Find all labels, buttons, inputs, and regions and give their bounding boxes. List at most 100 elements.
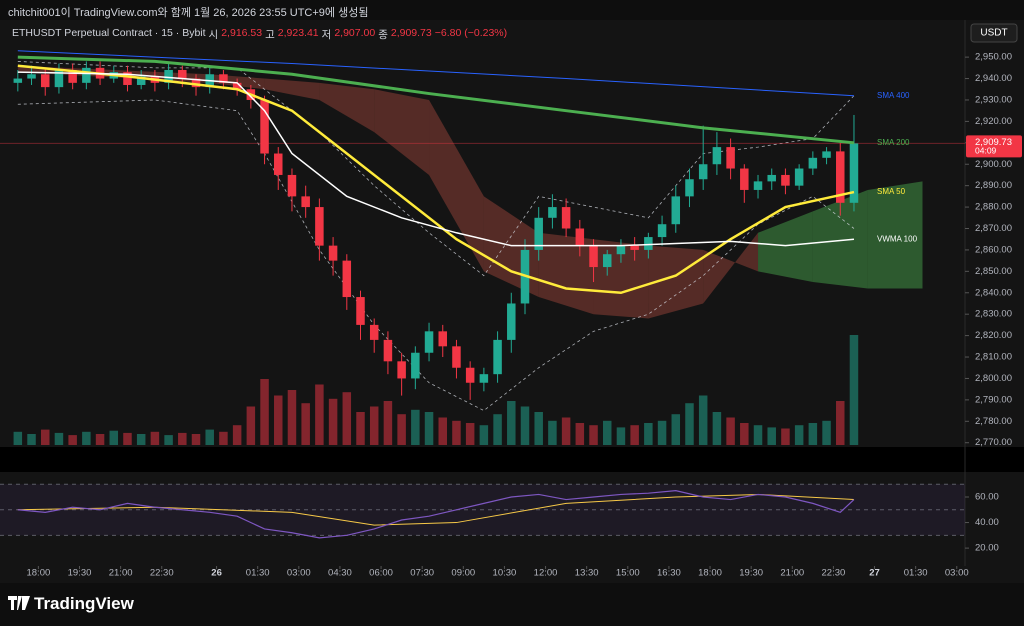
volume-bar (342, 392, 352, 445)
volume-bar (685, 403, 694, 445)
volume-bar (822, 420, 831, 445)
candle-body (369, 324, 379, 340)
currency: USDT (980, 28, 1007, 39)
rsi-pane (0, 483, 965, 539)
x-tick-label: 18:00 (698, 568, 722, 579)
candle-body (561, 207, 571, 229)
x-tick-label: 21:00 (109, 568, 133, 579)
candle-body (726, 147, 735, 169)
y-tick-label: 2,830.00 (975, 309, 1012, 320)
o-value: 2,916.53 (221, 27, 263, 39)
x-tick-label: 27 (869, 568, 880, 579)
volume-bar (479, 425, 489, 445)
candle-body (575, 228, 585, 246)
volume-bar (315, 384, 324, 445)
x-tick-label: 03:00 (945, 568, 969, 579)
y-tick-label: 2,920.00 (975, 116, 1012, 127)
candle-body (123, 72, 132, 85)
c-label: 종 (378, 29, 388, 41)
candle-body (794, 168, 804, 186)
main-pane (0, 50, 965, 445)
h-label: 고 (265, 29, 275, 41)
volume-bar (205, 429, 214, 445)
x-tick-label: 01:30 (246, 568, 270, 579)
candle-body (274, 153, 283, 175)
candle-body (219, 74, 228, 83)
x-tick-label: 10:30 (493, 568, 517, 579)
candle-body (164, 69, 173, 83)
overlay-line (17, 71, 855, 247)
volume-bar (54, 432, 64, 445)
candle-body (534, 217, 543, 250)
candle-body (452, 346, 461, 368)
rsi-ma (17, 493, 854, 526)
volume-bar (123, 432, 132, 445)
cloud (429, 99, 484, 272)
x-tick-label: 22:30 (822, 568, 846, 579)
y-tick-label: 2,810.00 (975, 352, 1012, 363)
x-tick-label: 12:00 (534, 568, 558, 579)
c-value: 2,909.73 (390, 27, 432, 39)
countdown: 04:09 (975, 146, 997, 156)
y-tick-label: 2,800.00 (975, 373, 1012, 384)
candle-body (54, 69, 64, 88)
volume-bar (397, 414, 406, 445)
candle-body (602, 254, 612, 268)
candle-body (178, 69, 187, 79)
y-tick-label: 2,930.00 (975, 94, 1012, 105)
volume-bar (740, 423, 749, 445)
last-price-box (966, 135, 1022, 158)
volume-bar (671, 414, 681, 445)
volume-bar (781, 428, 790, 445)
l-value: 2,907.00 (334, 27, 376, 39)
volume-bar (150, 431, 160, 445)
volume-bar (465, 423, 475, 445)
volume-bar (260, 379, 269, 445)
y-tick-label: 2,870.00 (975, 223, 1012, 234)
overlay-label: VWMA 100 (877, 234, 918, 243)
overlay-line (17, 55, 855, 145)
volume-bar (369, 406, 379, 445)
volume-bar (164, 435, 173, 445)
volume-bar (219, 431, 228, 445)
x-tick-label: 06:00 (369, 568, 393, 579)
volume-bar (328, 398, 338, 445)
candle-body (424, 331, 434, 353)
currency-box (970, 23, 1018, 43)
candle-body (383, 339, 393, 362)
volume-bar (383, 401, 393, 445)
x-tick-label: 07:30 (410, 568, 434, 579)
candle-body (315, 207, 324, 246)
candle-body (644, 237, 653, 250)
x-tick-label: 13:30 (575, 568, 599, 579)
y-tick-label: 2,950.00 (975, 52, 1012, 63)
volume-bar (548, 420, 557, 445)
y-tick-label: 2,820.00 (975, 330, 1012, 341)
cloud (264, 78, 320, 100)
candle-body (40, 74, 50, 88)
volume-bar (452, 420, 461, 445)
volume-bar (534, 412, 543, 445)
chart-bg (0, 20, 1024, 583)
volume-bar (589, 425, 598, 445)
volume-bar (630, 425, 639, 445)
candle-body (740, 168, 749, 190)
volume-bar (493, 414, 502, 445)
volume-bar (657, 420, 667, 445)
candle-body (356, 297, 365, 325)
x-tick-label: 26 (211, 568, 222, 579)
volume-bar (836, 401, 845, 445)
y-tick-label: 2,770.00 (975, 437, 1012, 448)
x-tick-label: 09:00 (451, 568, 475, 579)
candle-body (616, 245, 626, 255)
candle-body (589, 245, 598, 268)
volume-bar (753, 425, 763, 445)
candle-body (548, 207, 557, 218)
symbol: ETHUSDT Perpetual Contract · 15 · Bybit (12, 27, 206, 39)
volume-bar (575, 423, 585, 445)
volume-bar (520, 406, 530, 445)
y-tick-label: 2,940.00 (975, 73, 1012, 84)
volume-bar (136, 434, 146, 445)
volume-bar (726, 417, 735, 445)
